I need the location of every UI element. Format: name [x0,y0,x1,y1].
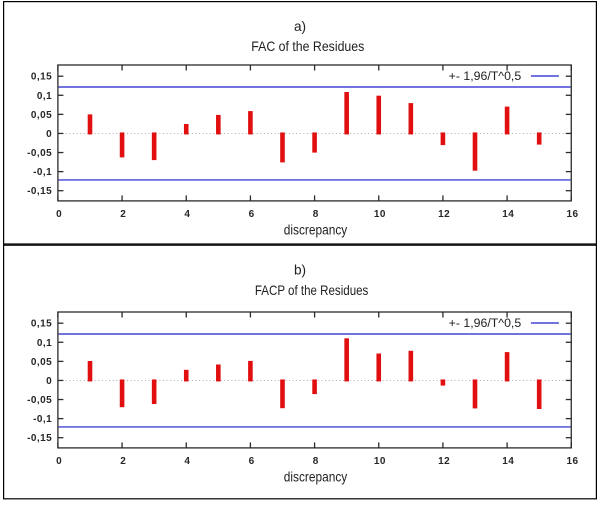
svg-text:4: 4 [184,456,190,467]
svg-text:0: 0 [56,209,62,220]
svg-text:0: 0 [46,376,52,387]
svg-text:12: 12 [438,209,450,220]
svg-text:12: 12 [438,456,450,467]
svg-text:0,05: 0,05 [31,357,52,368]
svg-text:FACP of the Residues: FACP of the Residues [255,283,369,298]
svg-text:-0,1: -0,1 [33,414,52,425]
svg-text:8: 8 [313,456,319,467]
svg-text:-0,1: -0,1 [33,167,52,178]
svg-text:-0,05: -0,05 [27,395,52,406]
svg-text:FAC of the Residues: FAC of the Residues [251,39,364,54]
svg-text:2: 2 [120,209,126,220]
svg-text:-0,05: -0,05 [27,148,52,159]
svg-text:4: 4 [184,209,190,220]
svg-text:8: 8 [313,209,319,220]
svg-text:a): a) [294,19,306,34]
svg-text:0,15: 0,15 [31,72,52,83]
svg-text:16: 16 [566,209,578,220]
svg-text:16: 16 [566,456,578,467]
svg-text:0: 0 [56,456,62,467]
svg-text:6: 6 [249,209,255,220]
svg-text:+- 1,96/T^0,5: +- 1,96/T^0,5 [449,316,522,330]
svg-text:0,1: 0,1 [37,91,52,102]
svg-text:discrepancy: discrepancy [284,470,348,485]
svg-text:0: 0 [46,129,52,140]
svg-text:14: 14 [502,456,514,467]
svg-text:+- 1,96/T^0,5: +- 1,96/T^0,5 [449,69,522,83]
svg-text:b): b) [294,263,306,278]
svg-text:14: 14 [502,209,514,220]
svg-text:10: 10 [374,456,386,467]
svg-text:-0,15: -0,15 [27,433,52,444]
svg-text:2: 2 [120,456,126,467]
svg-text:10: 10 [374,209,386,220]
svg-text:0,15: 0,15 [31,319,52,330]
svg-text:6: 6 [249,456,255,467]
svg-text:0,1: 0,1 [37,338,52,349]
svg-text:-0,15: -0,15 [27,186,52,197]
svg-text:0,05: 0,05 [31,110,52,121]
svg-text:discrepancy: discrepancy [284,223,348,238]
